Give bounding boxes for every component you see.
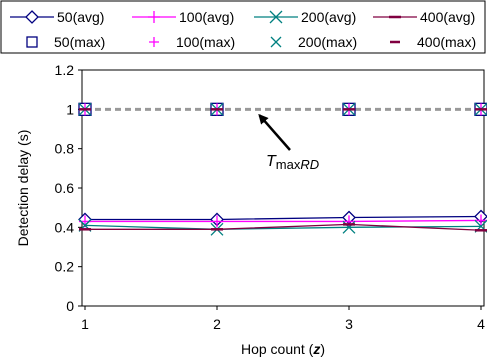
legend-label-200-max: 200(max) (298, 34, 357, 50)
x-axis-label: Hop count (z) (241, 341, 325, 357)
x-axis-label-var: z (312, 341, 320, 357)
x-tick-label: 2 (213, 316, 221, 332)
legend-label-400-max: 400(max) (417, 34, 476, 50)
series-line-100-avg (85, 219, 482, 223)
annotation-subscript-italic: RD (300, 157, 319, 172)
legend-marker-200-avg (269, 10, 283, 24)
series-line-400-avg (85, 223, 482, 231)
series-line-50-avg (85, 215, 482, 221)
legend-marker-100-avg (148, 11, 160, 23)
legend-label-50-avg: 50(avg) (57, 9, 104, 25)
legend-label-50-max: 50(max) (54, 34, 105, 50)
y-tick-label: 0 (66, 298, 74, 314)
annotation-arrow (258, 113, 291, 151)
x-tick-label: 3 (345, 316, 353, 332)
annotation-subscript-plain: max (276, 157, 301, 172)
legend-box (0, 0, 486, 54)
y-tick-label: 0.8 (55, 141, 75, 157)
legend-marker-50-max (26, 36, 38, 48)
plot-area: 0 0.2 0.4 0.6 0.8 1 1.2 1 2 3 4 TmaxRD (55, 62, 487, 332)
legend-label-200-avg: 200(avg) (301, 9, 356, 25)
legend-marker-100-max (149, 37, 159, 47)
legend-label-100-avg: 100(avg) (179, 9, 234, 25)
plot-frame (81, 69, 485, 307)
point-100-avg (475, 214, 487, 227)
legend-label-100-max: 100(max) (176, 34, 235, 50)
x-tick-label: 4 (477, 316, 485, 332)
x-tick-label: 1 (81, 316, 89, 332)
y-tick-label: 0.2 (55, 259, 75, 275)
legend: 50(avg) 100(avg) 200(avg) 400(avg) 50(max) 10… (0, 0, 486, 54)
tmaxrd-annotation: TmaxRD (258, 113, 319, 172)
annotation-base: T (266, 153, 277, 170)
legend-label-400-avg: 400(avg) (420, 9, 475, 25)
x-axis-label-prefix: Hop count ( (241, 341, 314, 357)
legend-marker-200-max (270, 36, 282, 48)
y-tick-label: 1 (66, 101, 74, 117)
x-axis-label-suffix: ) (320, 341, 325, 357)
y-tick-label: 0.4 (55, 219, 75, 235)
y-tick-label: 0.6 (55, 180, 75, 196)
point-100-avg (211, 215, 223, 228)
legend-marker-50-avg (25, 10, 39, 24)
y-tick-label: 1.2 (55, 62, 75, 78)
annotation-label: TmaxRD (266, 153, 319, 172)
y-axis-label: Detection delay (s) (15, 130, 31, 247)
